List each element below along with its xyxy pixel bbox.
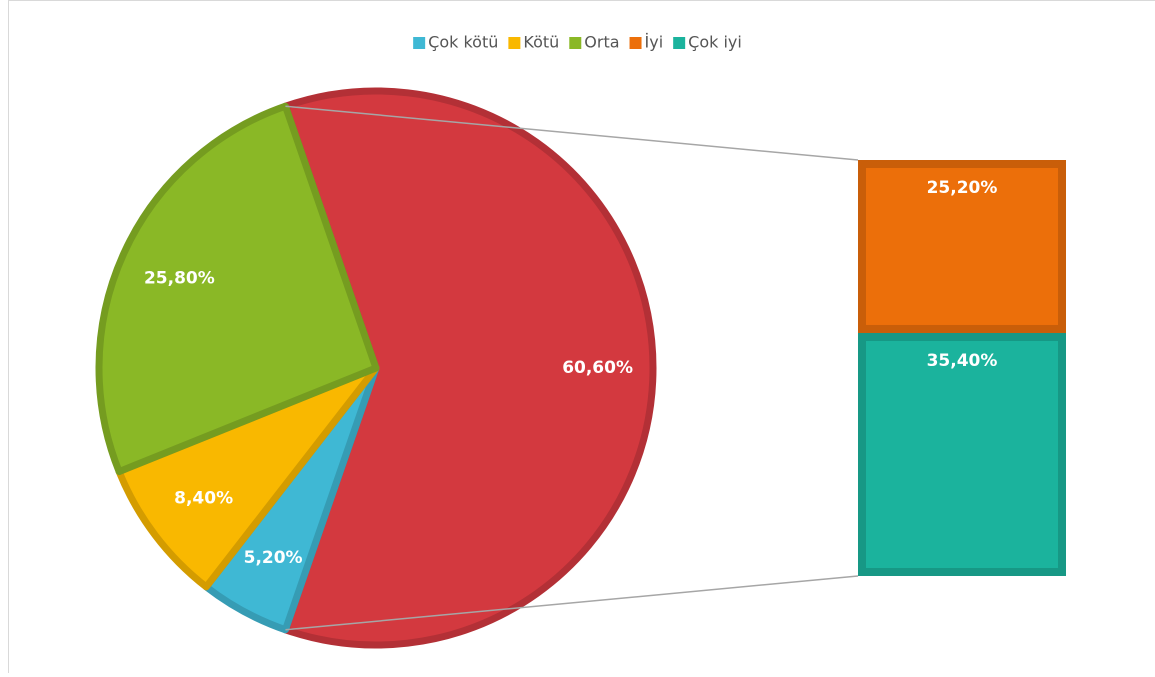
data-label: 8,40% [174,488,233,508]
data-label: 60,60% [562,358,633,378]
legend-label: İyi [645,33,664,52]
legend-label: Çok kötü [428,33,498,52]
legend-label: Çok iyi [688,33,742,52]
data-label: 25,20% [927,178,998,198]
legend-swatch [413,37,425,49]
data-label: 35,40% [927,351,998,371]
data-label: 25,80% [144,268,215,288]
legend-label: Orta [584,33,619,52]
bar-segment [862,337,1062,572]
legend-swatch [569,37,581,49]
data-label: 5,20% [244,548,303,568]
legend-label: Kötü [523,33,559,52]
legend-swatch [630,37,642,49]
legend-swatch [508,37,520,49]
legend-swatch [673,37,685,49]
